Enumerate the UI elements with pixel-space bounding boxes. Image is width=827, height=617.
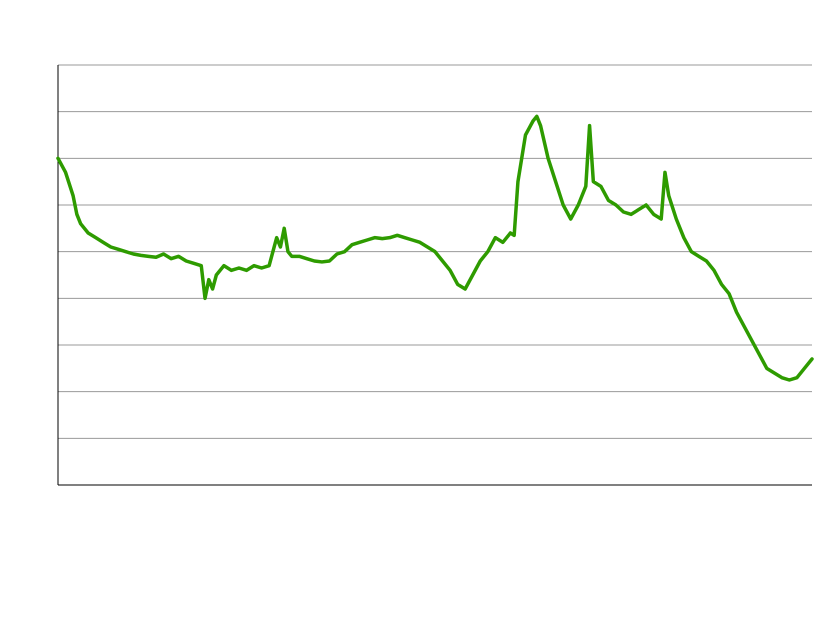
data-series (58, 116, 812, 380)
line-chart (0, 0, 827, 617)
chart-svg (0, 0, 827, 617)
axes (58, 65, 812, 485)
series-line (58, 116, 812, 380)
